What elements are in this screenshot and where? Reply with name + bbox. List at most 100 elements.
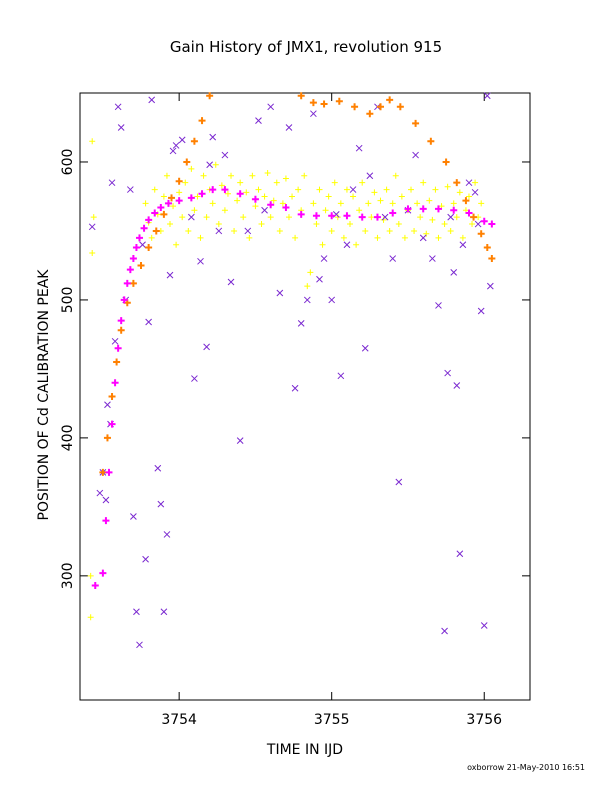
data-point-yellow: [295, 186, 302, 193]
data-point-yellow: [319, 241, 326, 248]
data-point-orange: [183, 158, 191, 166]
data-point-purple: [276, 289, 284, 297]
data-point-yellow: [408, 186, 415, 193]
data-point-purple: [88, 223, 96, 231]
data-point-yellow: [282, 175, 289, 182]
series-orange: [99, 92, 496, 476]
data-point-purple: [139, 241, 146, 249]
data-point-orange: [427, 137, 435, 145]
data-point-purple: [157, 500, 165, 508]
data-point-purple: [456, 550, 464, 558]
data-point-magenta: [343, 212, 351, 220]
data-point-magenta: [108, 420, 116, 428]
data-point-yellow: [301, 172, 308, 179]
data-point-yellow: [377, 197, 384, 204]
y-tick-label: 600: [60, 149, 76, 176]
data-point-yellow: [261, 193, 268, 200]
data-point-yellow: [322, 207, 329, 214]
data-point-yellow: [173, 241, 180, 248]
data-point-purple: [163, 531, 171, 538]
data-point-orange: [351, 103, 359, 111]
data-point-yellow: [328, 227, 335, 234]
data-point-magenta: [221, 186, 229, 194]
data-point-purple: [172, 142, 180, 149]
data-point-yellow: [383, 186, 390, 193]
data-point-purple: [154, 464, 162, 472]
data-point-purple: [389, 255, 397, 262]
data-point-purple: [227, 278, 235, 286]
data-point-orange: [396, 103, 404, 111]
data-point-magenta: [126, 266, 134, 274]
data-point-orange: [477, 230, 485, 238]
data-point-yellow: [417, 214, 424, 221]
data-point-purple: [126, 186, 134, 193]
data-point-purple: [471, 188, 479, 196]
data-point-yellow: [148, 234, 155, 241]
series-magenta: [91, 186, 496, 589]
data-point-yellow: [194, 193, 201, 200]
data-point-orange: [129, 279, 137, 287]
data-point-yellow: [89, 138, 96, 145]
data-point-yellow: [389, 200, 396, 207]
data-point-magenta: [358, 213, 366, 221]
data-point-purple: [104, 401, 111, 409]
data-point-orange: [462, 197, 470, 205]
data-point-orange: [168, 194, 176, 202]
data-point-purple: [111, 337, 119, 345]
data-point-magenta: [488, 220, 496, 228]
data-point-purple: [465, 179, 473, 187]
axis-ticks: 3754 3755 3756 300 400 500 600: [60, 93, 530, 728]
data-point-yellow: [228, 172, 235, 179]
data-point-magenta: [132, 244, 140, 252]
data-point-yellow: [89, 250, 96, 257]
data-point-yellow: [453, 214, 460, 221]
data-point-orange: [377, 103, 385, 111]
data-point-yellow: [356, 207, 363, 214]
data-point-purple: [412, 151, 419, 159]
data-point-purple: [142, 555, 149, 563]
chart-title: Gain History of JMX1, revolution 915: [170, 38, 442, 56]
data-point-purple: [209, 133, 217, 141]
data-point-orange: [103, 434, 111, 442]
data-point-magenta: [135, 234, 143, 242]
data-point-purple: [453, 382, 461, 389]
data-point-yellow: [371, 189, 378, 196]
data-point-yellow: [359, 179, 366, 186]
data-point-orange: [160, 210, 168, 218]
data-point-orange: [297, 92, 305, 100]
data-point-yellow: [350, 193, 357, 200]
data-point-yellow: [258, 221, 265, 228]
data-point-orange: [137, 261, 145, 269]
data-point-purple: [117, 124, 125, 131]
data-point-purple: [215, 227, 223, 235]
data-point-yellow: [441, 221, 448, 228]
data-point-purple: [316, 275, 323, 283]
data-point-yellow: [170, 203, 177, 210]
data-point-magenta: [419, 205, 427, 213]
data-point-magenta: [105, 468, 113, 476]
data-point-purple: [160, 608, 168, 616]
data-point-yellow: [450, 200, 457, 207]
data-point-orange: [99, 468, 107, 476]
x-axis-label: TIME IN IJD: [266, 742, 343, 758]
data-point-purple: [133, 608, 140, 616]
data-point-purple: [480, 622, 488, 629]
data-point-yellow: [267, 214, 274, 221]
data-point-yellow: [435, 234, 442, 241]
data-point-yellow: [401, 234, 408, 241]
y-tick-label: 500: [60, 287, 76, 314]
data-point-purple: [303, 296, 311, 304]
data-point-purple: [320, 255, 328, 262]
data-point-purple: [349, 186, 357, 193]
data-point-magenta: [91, 581, 99, 589]
data-point-yellow: [469, 221, 476, 228]
data-point-purple: [483, 92, 491, 100]
data-point-yellow: [304, 283, 311, 290]
data-point-magenta: [145, 216, 153, 224]
data-point-yellow: [347, 221, 353, 228]
data-point-purple: [178, 136, 186, 144]
data-point-yellow: [151, 186, 158, 193]
data-point-yellow: [237, 179, 244, 186]
data-point-yellow: [334, 214, 341, 221]
